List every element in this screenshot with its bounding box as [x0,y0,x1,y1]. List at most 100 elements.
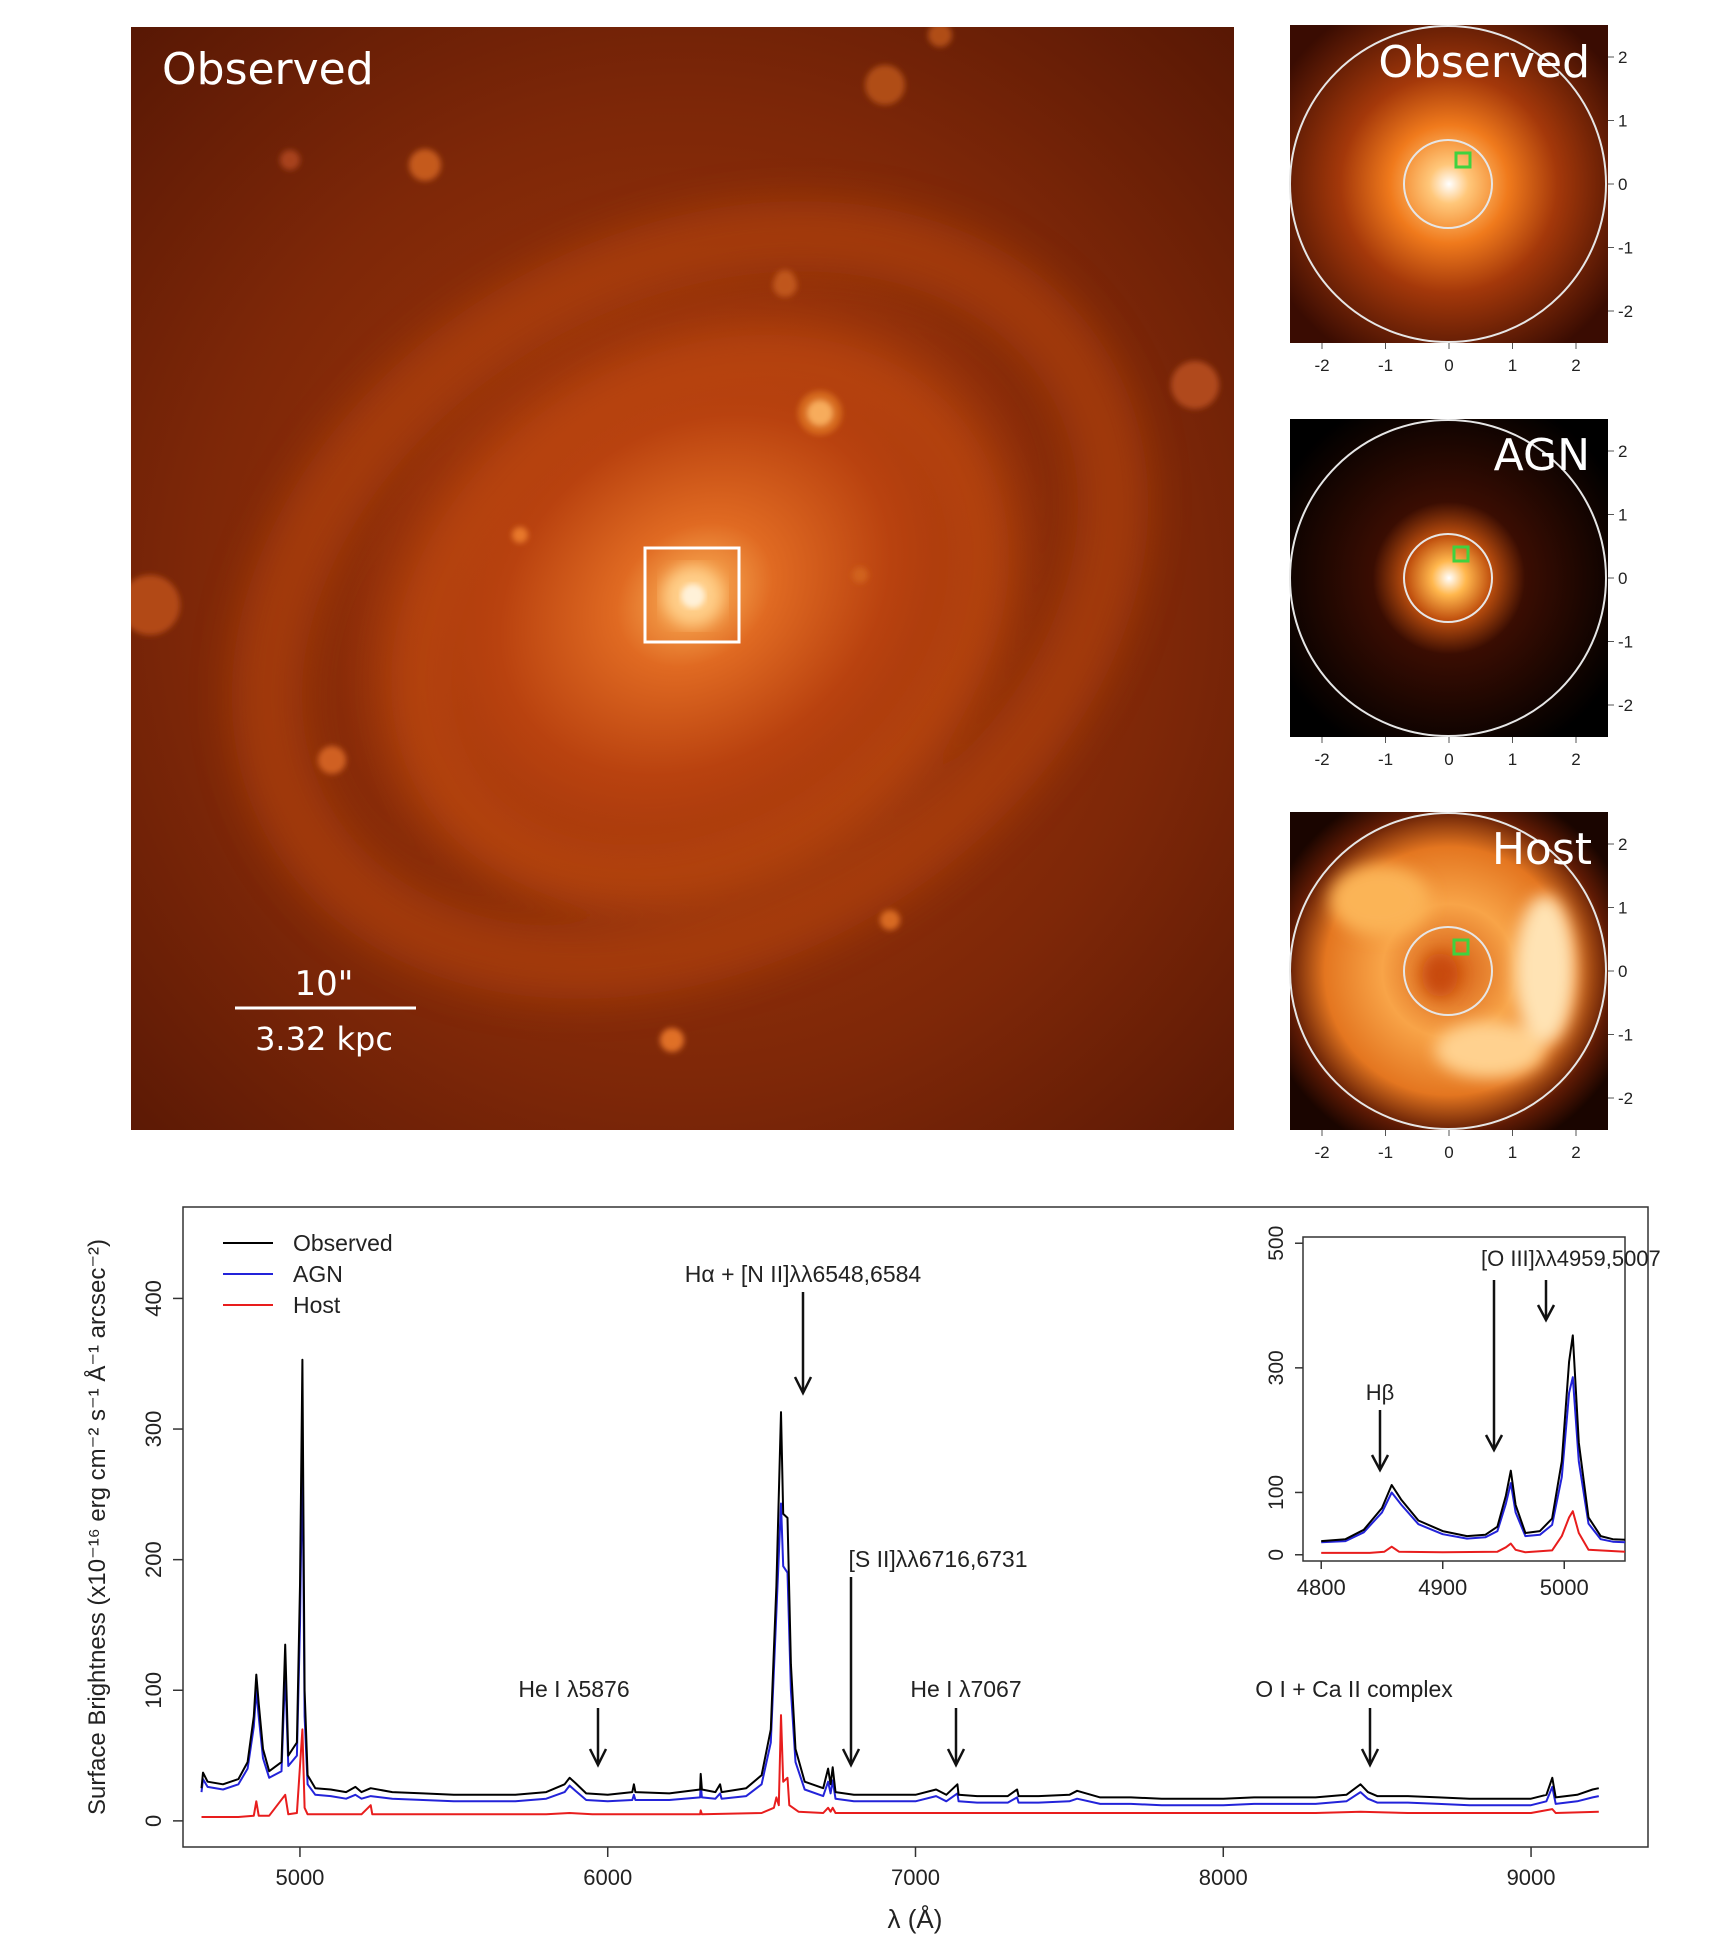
inset-chart: 4800 4900 5000 0 100 300 500 Hβ [O III]λλ4959,5… [1265,1226,1661,1600]
observed-galaxy-image [131,27,1234,1130]
panel-x-tick-label: 2 [1571,750,1580,769]
inset-y-tick-label: 0 [1265,1549,1288,1561]
inset-annotation-label: [O III]λλ4959,5007 [1481,1246,1661,1271]
annotation-arrow-head [1360,1748,1380,1768]
axis-ticks: 5000 6000 7000 8000 9000 0 100 200 300 400 [141,1280,1556,1890]
spaxel-marker [1452,938,1470,956]
panel-y-tick-label: 0 [1618,175,1627,194]
panel-y-tick-label: 0 [1618,962,1627,981]
inset-arrow-head [1370,1454,1390,1473]
series-host [201,1714,1599,1818]
inset-series-host [1321,1510,1626,1554]
annotation-arrow-head [841,1748,861,1768]
panel-x-tick-label: 0 [1444,356,1453,375]
zoom-box [643,546,741,644]
y-tick-label: 300 [141,1411,166,1448]
annotation-label: [S II]λλ6716,6731 [848,1546,1027,1572]
legend-label: Host [293,1292,341,1318]
inner-aperture [1403,533,1493,623]
panel-title: AGN [1494,430,1590,481]
outer-aperture [1289,25,1607,343]
legend-label: AGN [293,1261,343,1287]
annotation-arrow-head [793,1376,813,1396]
panel-x-tick-label: -1 [1378,750,1393,769]
panel-y-tick-label: 2 [1618,48,1627,67]
inset-annotations: Hβ [O III]λλ4959,5007 [1366,1246,1661,1473]
panel-y-tick-label: 1 [1618,506,1627,525]
panel-y-tick-label: 2 [1618,835,1627,854]
outer-aperture [1289,419,1607,737]
x-tick-label: 6000 [583,1865,632,1890]
annotation-label: He I λ7067 [910,1676,1021,1702]
panel-x-tick-label: 1 [1508,356,1517,375]
annotation-label: Hα + [N II]λλ6548,6584 [685,1261,922,1287]
spaxel-marker [1454,151,1472,169]
y-tick-label: 400 [141,1280,166,1317]
panel-title: Host [1492,824,1592,875]
inner-aperture [1403,926,1493,1016]
panel-y-tick-label: -1 [1618,633,1633,652]
panel-x-tick-label: 1 [1508,1143,1517,1162]
panel-axes: -2 -2 -1 -1 0 0 1 1 2 2 -2 -2 -1 -1 0 0 1 1 2 2 -2 -2 -1 -1 0 0 1 1… [1314,48,1633,1162]
annotation-label: He I λ5876 [518,1676,629,1702]
x-tick-label: 5000 [275,1865,324,1890]
panel-y-tick-label: -1 [1618,239,1633,258]
panel-x-tick-label: 2 [1571,1143,1580,1162]
panel-title: Observed [1378,37,1590,88]
panel-host: Host [1289,812,1608,1130]
panel-x-tick-label: 0 [1444,750,1453,769]
panel-y-tick-label: -1 [1618,1026,1633,1045]
panel-x-tick-label: -2 [1314,356,1329,375]
legend: Observed AGN Host [223,1230,393,1318]
annotation-arrow-head [946,1748,966,1768]
panel-y-tick-label: -2 [1618,696,1633,715]
inset-frame [1302,1236,1626,1562]
panel-x-tick-label: 2 [1571,356,1580,375]
panel-x-tick-label: -1 [1378,1143,1393,1162]
y-tick-label: 200 [141,1541,166,1578]
inset-y-tick-label: 300 [1265,1350,1288,1385]
inset-series-agn [1321,1376,1626,1544]
panel-y-tick-label: 1 [1618,112,1627,131]
panel-y-tick-label: 1 [1618,899,1627,918]
y-axis-label: Surface Brightness (x10⁻¹⁶ erg cm⁻² s⁻¹ … [83,1239,111,1815]
panel-y-tick-label: -2 [1618,1089,1633,1108]
scalebar-arcsec-label: 10" [295,964,354,1004]
inset-axis-ticks: 4800 4900 5000 0 100 300 500 [1265,1226,1589,1600]
legend-label: Observed [293,1230,393,1256]
spaxel-marker [1452,545,1470,563]
inset-arrow-head [1536,1304,1556,1323]
panel-x-tick-label: -1 [1378,356,1393,375]
inset-series [1321,1334,1626,1554]
inset-x-tick-label: 4900 [1418,1575,1467,1600]
panel-x-tick-label: 1 [1508,750,1517,769]
x-tick-label: 9000 [1507,1865,1556,1890]
large-image-title: Observed [162,44,374,95]
x-axis-label: λ (Å) [888,1904,943,1934]
panel-y-tick-label: 2 [1618,442,1627,461]
inset-x-tick-label: 4800 [1297,1575,1346,1600]
y-tick-label: 0 [141,1815,166,1827]
panel-x-tick-label: 0 [1444,1143,1453,1162]
inner-aperture [1403,139,1493,229]
spectrum-series [200,1358,1600,1818]
panel-y-tick-label: 0 [1618,569,1627,588]
panel-y-tick-label: -2 [1618,302,1633,321]
x-tick-label: 7000 [891,1865,940,1890]
panel-x-tick-label: -2 [1314,1143,1329,1162]
inset-y-tick-label: 500 [1265,1226,1288,1261]
inset-x-tick-label: 5000 [1540,1575,1589,1600]
inset-annotation-label: Hβ [1366,1380,1395,1405]
panel-x-tick-label: -2 [1314,750,1329,769]
outer-aperture [1289,812,1607,1130]
star-knots [131,27,1219,1052]
inset-arrow-head [1484,1434,1504,1453]
panel-agn: AGN [1289,419,1608,737]
panel-observed: Observed [1289,25,1608,343]
scalebar-kpc-label: 3.32 kpc [255,1020,393,1058]
annotation-arrow-head [588,1748,608,1768]
line-annotations: Hα + [N II]λλ6548,6584 [S II]λλ6716,6731 H… [518,1261,1453,1768]
y-tick-label: 100 [141,1672,166,1709]
